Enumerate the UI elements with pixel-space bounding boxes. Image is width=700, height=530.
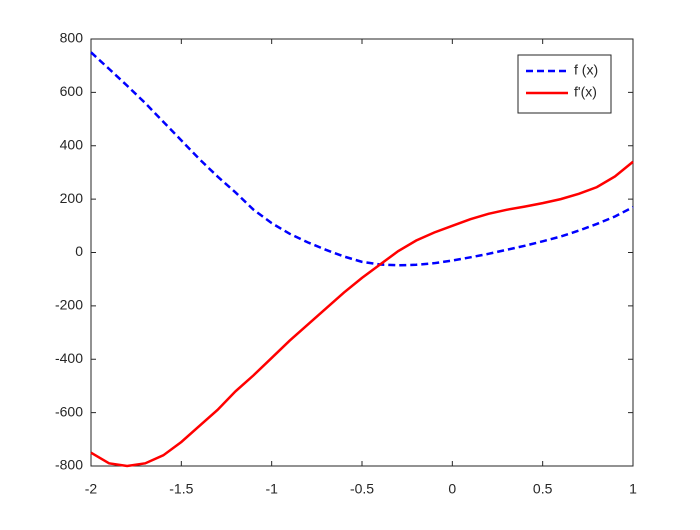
legend-label: f'(x) (574, 84, 597, 100)
x-tick-label: -1.5 (169, 481, 193, 497)
x-tick-label: -1 (265, 481, 278, 497)
y-tick-label: -400 (55, 350, 83, 366)
x-tick-label: 0.5 (533, 481, 553, 497)
y-tick-label: 800 (60, 30, 84, 46)
x-tick-label: -0.5 (350, 481, 374, 497)
y-tick-label: 400 (60, 136, 84, 152)
y-tick-label: -800 (55, 457, 83, 473)
series-line (90, 160, 634, 468)
legend-box (517, 54, 612, 114)
legend-label: f (x) (574, 62, 598, 78)
y-tick-label: 200 (60, 190, 84, 206)
x-tick-label: 0 (448, 481, 456, 497)
x-tick-label: -2 (85, 481, 98, 497)
y-tick-label: -600 (55, 403, 83, 419)
x-tick-label: 1 (629, 481, 637, 497)
y-tick-label: 0 (75, 243, 83, 259)
y-tick-label: 600 (60, 83, 84, 99)
y-tick-label: -200 (55, 297, 83, 313)
series-line (90, 51, 634, 267)
